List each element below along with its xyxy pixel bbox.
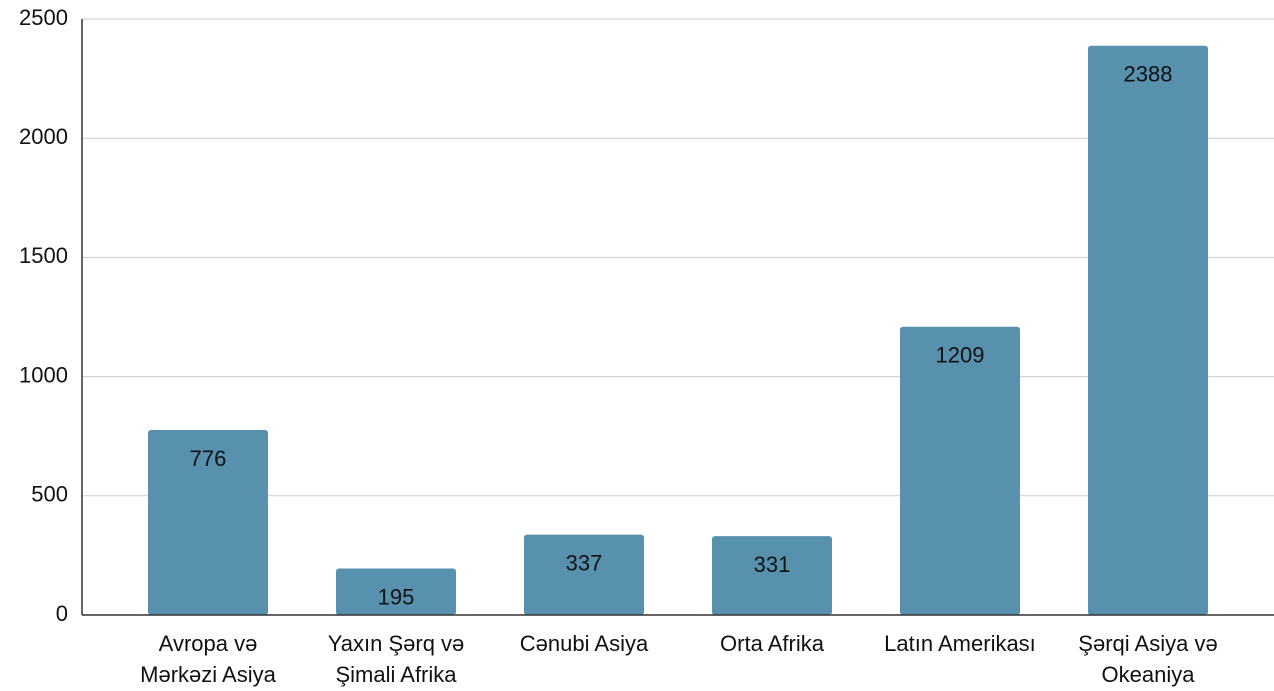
y-tick-label: 0 bbox=[56, 601, 68, 626]
data-label: 776 bbox=[190, 446, 227, 471]
y-tick-label: 2500 bbox=[19, 5, 68, 30]
x-tick-label: Şərqi Asiya və Okeaniya bbox=[1078, 631, 1218, 687]
x-tick-label: Cənubi Asiya bbox=[519, 631, 649, 656]
data-label: 195 bbox=[378, 584, 415, 609]
data-label: 1209 bbox=[936, 343, 985, 368]
x-tick-label: Yaxın Şərq və Şimali Afrika bbox=[327, 631, 465, 687]
bar bbox=[712, 536, 832, 615]
y-tick-label: 2000 bbox=[19, 124, 68, 149]
bar bbox=[900, 326, 1020, 615]
y-tick-label: 500 bbox=[31, 482, 68, 507]
bar bbox=[524, 534, 644, 615]
y-tick-label: 1500 bbox=[19, 243, 68, 268]
data-label: 331 bbox=[754, 552, 791, 577]
x-tick-label: Orta Afrika bbox=[720, 631, 824, 656]
x-tick-label: Latın Amerikası bbox=[884, 631, 1036, 656]
data-label: 2388 bbox=[1124, 62, 1173, 87]
bar bbox=[336, 568, 456, 615]
bar bbox=[148, 430, 268, 615]
data-label: 337 bbox=[566, 550, 603, 575]
y-tick-label: 1000 bbox=[19, 362, 68, 387]
bar bbox=[1088, 45, 1208, 615]
x-tick-label: Avropa və Mərkəzi Asiya bbox=[140, 631, 276, 687]
